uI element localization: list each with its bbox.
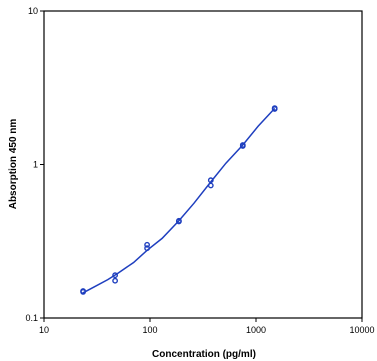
x-tick-label: 1000 (246, 325, 266, 335)
data-point (112, 272, 119, 279)
data-point (80, 288, 87, 295)
data-point (175, 218, 182, 225)
y-tick-label: 10 (28, 6, 38, 16)
x-tick-label: 10 (39, 325, 49, 335)
x-axis: 10 100 1000 10000 (39, 318, 375, 335)
data-points (80, 105, 278, 295)
data-point (144, 245, 151, 252)
x-tick-label: 10000 (349, 325, 374, 335)
y-tick-label: 1 (33, 160, 38, 170)
x-tick-label: 100 (142, 325, 157, 335)
data-point (239, 143, 246, 149)
plot-frame (43, 10, 363, 319)
y-axis: 0.1 1 10 (25, 6, 44, 323)
data-point (207, 177, 214, 184)
data-point (112, 277, 119, 284)
y-tick-label: 0.1 (25, 313, 38, 323)
fit-curve-line (82, 107, 276, 294)
data-point (144, 241, 151, 248)
x-axis-title: Concentration (pg/ml) (152, 349, 256, 360)
y-axis-title: Absorption 450 nm (8, 119, 19, 210)
data-point (271, 106, 278, 112)
data-point (207, 182, 214, 189)
